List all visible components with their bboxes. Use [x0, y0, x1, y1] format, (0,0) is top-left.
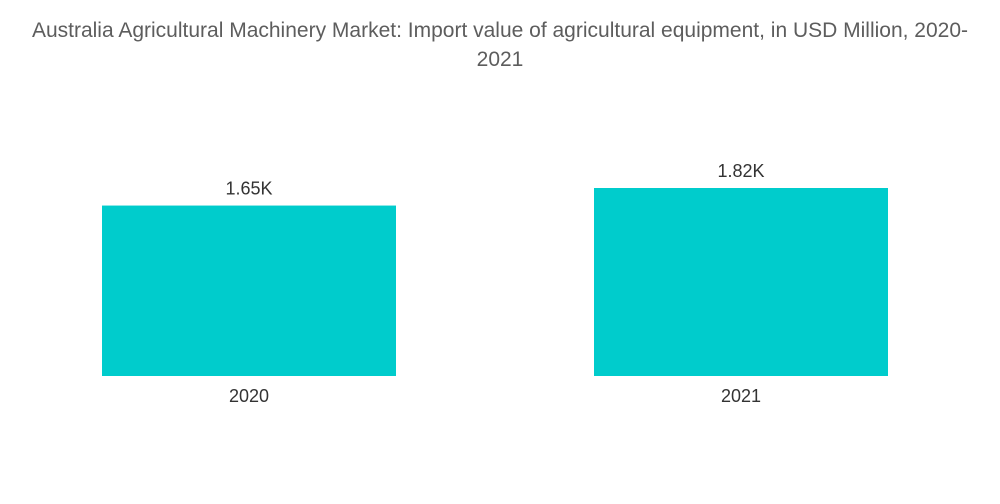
data-label-2021: 1.82K: [717, 161, 764, 181]
bar-2021: [594, 188, 888, 376]
x-tick-label-2021: 2021: [721, 386, 761, 406]
chart-title: Australia Agricultural Machinery Market:…: [31, 19, 969, 71]
data-label-2020: 1.65K: [225, 179, 272, 199]
plot-area: 1.65K 2020 1.82K 2021: [102, 161, 888, 406]
x-tick-label-2020: 2020: [229, 386, 269, 406]
bar-2020: [102, 205, 396, 376]
